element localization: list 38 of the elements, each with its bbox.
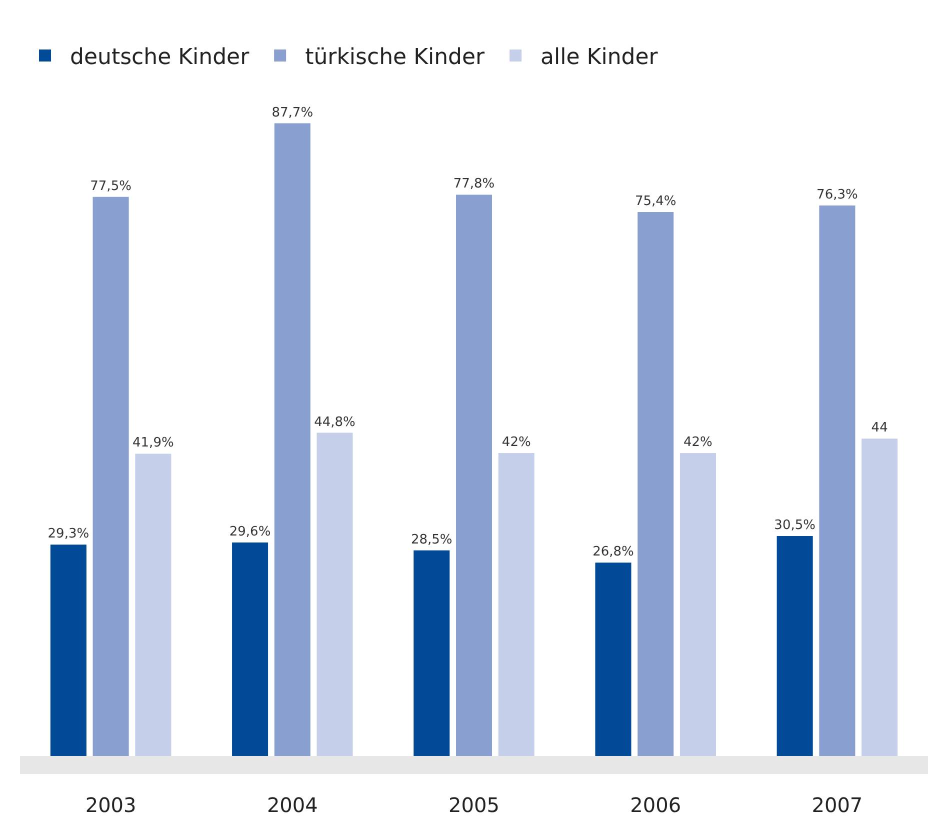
x-tick-label: 2007	[812, 793, 863, 817]
data-label: 28,5%	[410, 532, 452, 548]
bar	[680, 453, 716, 756]
bar	[50, 544, 86, 756]
data-label: 77,5%	[90, 178, 132, 194]
x-tick-label: 2006	[630, 793, 682, 817]
legend-label: deutsche Kinder	[70, 45, 250, 70]
bar	[862, 438, 898, 756]
bar	[456, 194, 492, 756]
bar	[819, 206, 856, 756]
bar	[135, 454, 172, 756]
bar	[232, 542, 268, 756]
data-label: 41,9%	[132, 436, 174, 451]
data-label: 75,4%	[634, 194, 676, 210]
data-label: 44	[871, 420, 888, 436]
bar	[595, 562, 632, 756]
data-label: 30,5%	[774, 518, 816, 533]
data-label: 87,7%	[272, 105, 314, 120]
bar	[274, 123, 310, 756]
data-label: 77,8%	[453, 176, 495, 192]
data-label: 44,8%	[314, 414, 356, 430]
data-label: 42%	[502, 435, 531, 450]
x-tick-label: 2005	[448, 793, 500, 817]
data-label: 29,3%	[48, 526, 90, 542]
bar	[316, 432, 353, 756]
data-label: 76,3%	[816, 188, 858, 203]
bar	[92, 196, 129, 756]
data-label: 26,8%	[592, 544, 634, 560]
data-label: 42%	[684, 435, 712, 450]
bar	[776, 536, 813, 756]
bar	[638, 212, 674, 756]
x-tick-label: 2004	[266, 793, 318, 817]
data-label: 29,6%	[229, 524, 271, 540]
x-tick-label: 2003	[85, 793, 136, 817]
bar	[414, 550, 450, 756]
legend-label: alle Kinder	[540, 45, 659, 70]
legend-label: türkische Kinder	[305, 45, 486, 70]
bar	[498, 453, 534, 756]
